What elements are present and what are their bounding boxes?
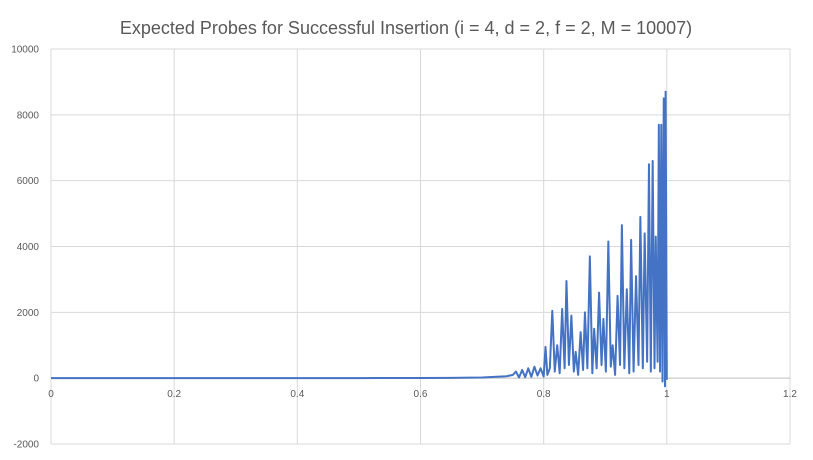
y-tick-label-1: 0 (33, 374, 39, 385)
x-tick-label-6: 1.2 (783, 389, 797, 400)
x-tick-label-2: 0.4 (290, 389, 304, 400)
data-series (51, 90, 668, 388)
x-tick-label-1: 0.2 (167, 389, 181, 400)
y-tick-label-6: 10000 (11, 45, 39, 56)
x-tick-label-3: 0.6 (414, 389, 428, 400)
y-tick-label-3: 4000 (17, 242, 40, 253)
series-line-0 (51, 90, 668, 388)
chart-title: Expected Probes for Successful Insertion… (120, 18, 692, 38)
y-tick-label-5: 8000 (17, 110, 40, 121)
x-tick-label-0: 0 (48, 389, 54, 400)
y-tick-label-2: 2000 (17, 308, 40, 319)
tick-labels: -2000 0 2000 4000 6000 8000 10000 0 0.2 0.4 0.6 0.8… (11, 45, 797, 451)
y-tick-label-4: 6000 (17, 176, 40, 187)
x-tick-label-5: 1 (664, 389, 670, 400)
x-tick-label-4: 0.8 (537, 389, 551, 400)
y-tick-label-0: -2000 (13, 440, 39, 451)
